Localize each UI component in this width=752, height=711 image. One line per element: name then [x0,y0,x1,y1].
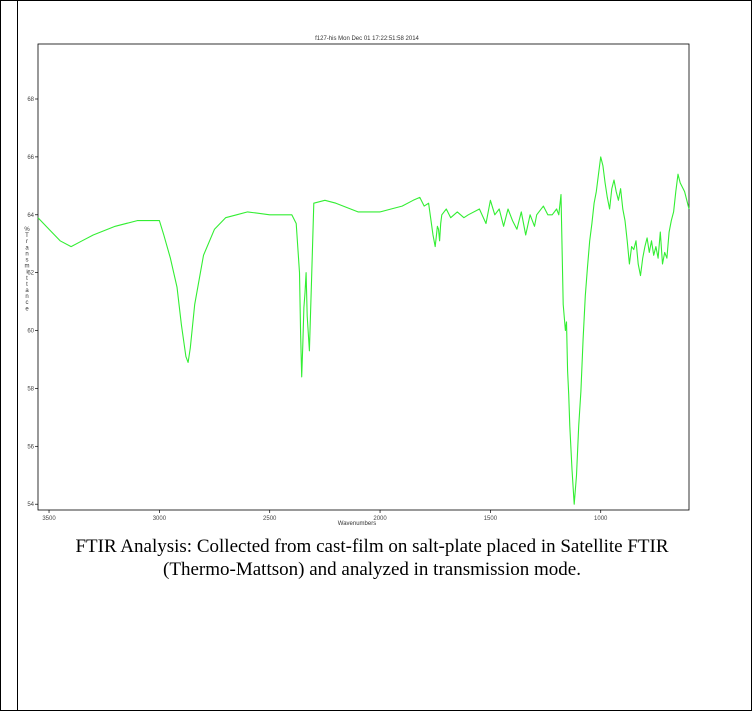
y-tick-label: 58 [27,386,34,392]
y-tick-label: 66 [27,155,34,161]
x-tick-label: 2000 [373,516,387,522]
y-tick-label: 68 [27,97,34,103]
y-axis-label-char: r [26,239,28,245]
y-axis-label-char: c [26,300,29,306]
ftir-chart: f127-his Mon Dec 01 17:22:51:58 2014 545… [24,36,690,527]
x-tick-label: 3000 [153,516,167,522]
y-axis-label-char: % [24,227,30,233]
y-axis-label-char: a [25,245,29,251]
series-line-transmittance [37,156,690,505]
x-tick-label: 1500 [484,516,498,522]
chart-title: f127-his Mon Dec 01 17:22:51:58 2014 [315,36,419,42]
y-axis-label-char: t [26,282,28,288]
y-axis-label-char: a [25,288,29,294]
y-tick-label: 64 [27,213,34,219]
x-axis-label: Wavenumbers [338,521,376,527]
x-tick-label: 1000 [594,516,608,522]
y-axis-label-char: s [26,258,29,264]
x-tick-label: 2500 [263,516,277,522]
left-divider-line [17,0,18,711]
plot-area-frame [37,43,690,511]
y-axis-label-char: i [26,270,27,276]
y-tick-label: 54 [27,502,34,508]
y-tick-label: 56 [27,444,34,450]
y-axis-label-char: m [25,264,30,270]
y-tick-label: 60 [27,329,34,335]
y-tick-label: 62 [27,271,34,277]
y-axis-label-char: t [26,276,28,282]
y-axis-label-char: e [25,306,29,312]
x-axis: 3500 3000 2500 2000 1500 1000 [42,510,608,522]
y-axis-label-char: n [25,251,28,257]
x-tick-label: 3500 [42,516,56,522]
figure-caption: FTIR Analysis: Collected from cast-film … [75,536,669,580]
y-axis: 54 56 58 60 62 64 66 68 [27,97,38,508]
y-axis-label-char: T [25,233,29,239]
y-axis-label-char: n [25,294,28,300]
